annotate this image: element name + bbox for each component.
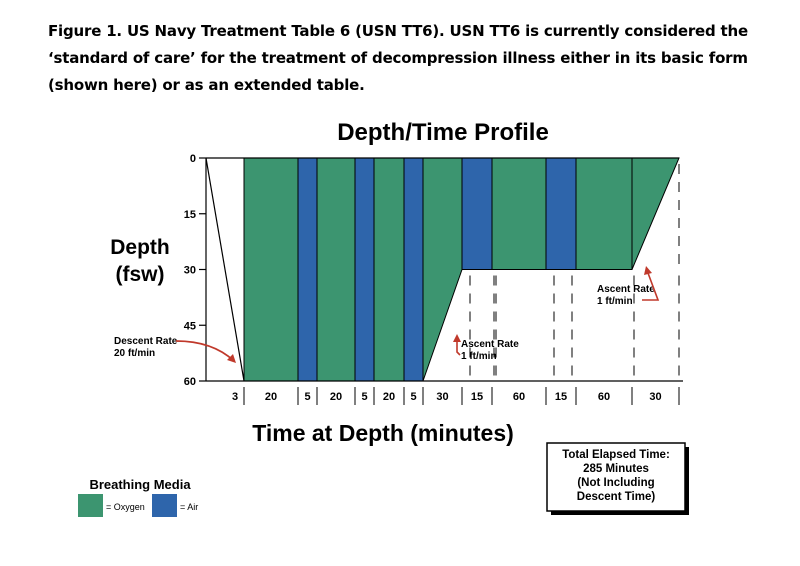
x-tick-label-1: 20 [265,391,277,403]
figure-caption: Figure 1. US Navy Treatment Table 6 (USN… [48,18,748,99]
breathing-media-legend: Breathing Media = Oxygen = Air [78,477,198,517]
y-tick-label-0: 0 [190,153,196,165]
segment-oxygen-11 [575,157,633,270]
segment-oxygen-9 [491,157,547,270]
y-tick-label-30: 30 [184,265,196,277]
chart-title: Depth/Time Profile [337,119,549,146]
ascent-arrow-2-icon [642,272,660,301]
descent-annotation-line-1: Descent Rate [114,336,178,347]
descent-annotation: Descent Rate 20 ft/min [114,336,236,363]
x-tick-label-2: 5 [304,391,310,403]
segment-air-8 [461,157,493,270]
caption-line-2: ‘standard of care’ for the treatment of … [48,49,748,67]
legend-title: Breathing Media [89,477,191,492]
ascent-annotation-1-line-1: Ascent Rate [461,339,519,350]
y-tick-label-45: 45 [184,320,196,332]
x-tick-label-5: 20 [383,391,395,403]
segment-air-2 [297,157,318,382]
descent-arrow-icon [175,340,235,362]
segment-air-6 [403,157,424,382]
x-tick-label-9: 60 [513,391,525,403]
total-box-frame [546,442,686,512]
x-tick-label-7: 30 [436,391,448,403]
legend-air-label: = Air [180,502,198,512]
x-tick-label-8: 15 [471,391,483,403]
segment-oxygen-5 [373,157,405,382]
ascent-annotation-2: Ascent Rate 1 ft/min [597,266,660,307]
x-tick-label-12: 30 [649,391,661,403]
legend-air-swatch [152,494,177,517]
caption-line-1: Figure 1. US Navy Treatment Table 6 (USN… [48,22,748,40]
total-box-line-1: Total Elapsed Time: [562,449,670,461]
x-tick-label-0: 3 [232,391,238,403]
x-tick-label-10: 15 [555,391,567,403]
segment-oxygen-7 [422,157,463,382]
total-box-line-4: Descent Time) [577,491,656,503]
x-tick-label-4: 5 [361,391,367,403]
segment-air-10 [545,157,577,270]
ascent-arrowhead-1-icon [453,334,461,342]
segment-air-4 [354,157,375,382]
ascent-annotation-2-line-1: Ascent Rate [597,284,655,295]
segment-oxygen-12 [631,157,680,270]
x-tick-label-3: 20 [330,391,342,403]
y-axis-label-depth: Depth [110,236,170,259]
x-axis-label: Time at Depth (minutes) [252,420,514,446]
segment-oxygen-1 [243,157,299,382]
ascent-annotation-1-line-2: 1 ft/min [461,351,497,362]
x-tick-label-11: 60 [598,391,610,403]
descent-annotation-line-2: 20 ft/min [114,348,155,359]
plot-area: 0 15 30 45 60 3 20 5 20 5 20 5 30 15 60 15 60 30 [184,153,683,405]
legend-oxygen-swatch [78,494,103,517]
descent-arrowhead-icon [227,354,236,363]
descent-line [205,157,245,382]
total-elapsed-time-box: Total Elapsed Time: 285 Minutes (Not Inc… [546,442,689,515]
ascent-arrowhead-2-icon [644,266,652,275]
ascent-arrow-1-icon [456,341,461,356]
x-tick-label-6: 5 [410,391,416,403]
y-tick-label-15: 15 [184,209,196,221]
total-box-line-2: 285 Minutes [583,463,649,475]
y-tick-label-60: 60 [184,376,196,388]
total-box-line-3: (Not Including [577,477,654,489]
ascent-annotation-1: Ascent Rate 1 ft/min [453,334,519,362]
ascent-annotation-2-line-2: 1 ft/min [597,296,633,307]
legend-oxygen-label: = Oxygen [106,502,145,512]
caption-line-3: (shown here) or as an extended table. [48,76,365,94]
segment-oxygen-3 [316,157,356,382]
y-axis-label-unit: (fsw) [116,263,165,286]
